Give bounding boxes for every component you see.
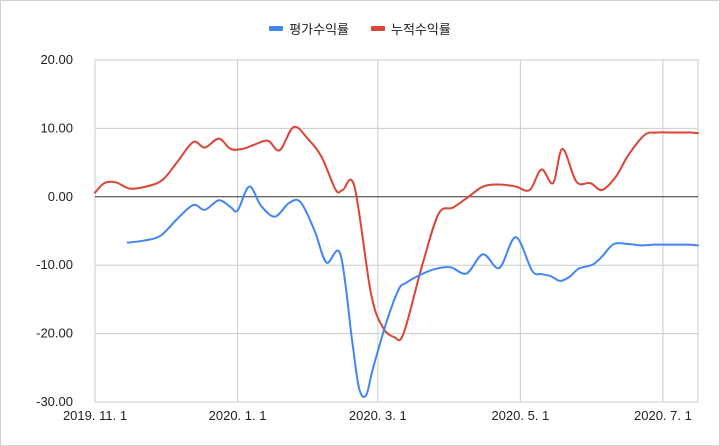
y-tick-label: -10.00 (36, 257, 73, 272)
legend: 평가수익률 누적수익률 (1, 19, 719, 38)
y-tick-label: 10.00 (40, 120, 73, 135)
y-tick-label: -30.00 (36, 394, 73, 409)
y-tick-label: 20.00 (40, 52, 73, 67)
x-tick-label: 2019. 11. 1 (63, 408, 127, 423)
y-tick-label: -20.00 (36, 326, 73, 341)
legend-label-series-0: 평가수익률 (289, 22, 349, 37)
series-line-0 (126, 185, 699, 398)
legend-item-series-0[interactable]: 평가수익률 (269, 19, 349, 38)
plot-area-border (94, 59, 699, 403)
series-line-1 (94, 125, 699, 342)
x-tick-label: 2020. 1. 1 (209, 408, 267, 423)
legend-item-series-1[interactable]: 누적수익률 (371, 19, 451, 38)
legend-label-series-1: 누적수익률 (391, 22, 451, 37)
x-tick-label: 2020. 5. 1 (491, 408, 549, 423)
legend-swatch-series-0 (269, 26, 284, 31)
y-tick-label: 0.00 (48, 189, 73, 204)
x-tick-label: 2020. 3. 1 (349, 408, 407, 423)
legend-swatch-series-1 (371, 26, 385, 31)
x-tick-label: 2020. 7. 1 (634, 408, 692, 423)
